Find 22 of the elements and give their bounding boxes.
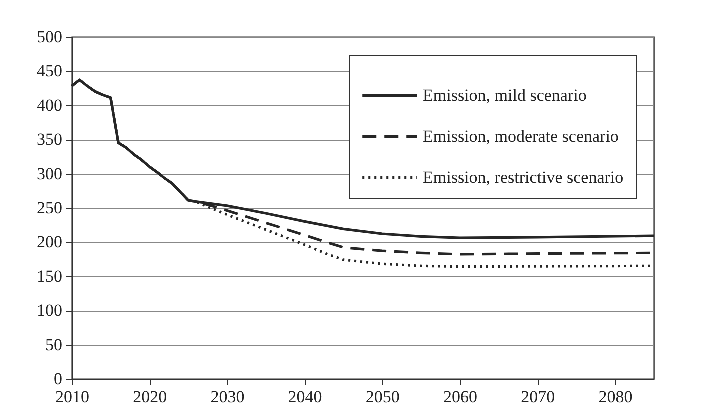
legend-label: Emission, mild scenario xyxy=(423,86,587,105)
x-tick-label: 2060 xyxy=(444,388,478,406)
x-tick-label: 2030 xyxy=(210,388,245,406)
x-tick-label: 2070 xyxy=(521,388,556,406)
y-tick-label: 450 xyxy=(37,62,62,81)
y-tick-label: 400 xyxy=(37,96,62,115)
legend-label: Emission, moderate scenario xyxy=(423,127,619,146)
x-tick-label: 2050 xyxy=(366,388,400,406)
y-tick-label: 250 xyxy=(37,198,62,218)
y-tick-label: 300 xyxy=(37,164,62,184)
y-tick-label: 200 xyxy=(37,232,62,252)
x-tick-label: 2010 xyxy=(56,388,90,406)
y-tick-label: 350 xyxy=(37,130,62,150)
y-tick-label: 150 xyxy=(37,266,62,286)
legend-label: Emission, restrictive scenario xyxy=(423,168,624,187)
x-tick-label: 2020 xyxy=(133,388,168,406)
y-tick-label: 100 xyxy=(37,301,62,320)
y-tick-label: 500 xyxy=(37,28,62,46)
x-tick-label: 2080 xyxy=(598,388,633,406)
y-tick-label: 0 xyxy=(54,370,62,388)
x-tick-label: 2040 xyxy=(288,388,322,406)
y-tick-label: 50 xyxy=(46,335,62,354)
